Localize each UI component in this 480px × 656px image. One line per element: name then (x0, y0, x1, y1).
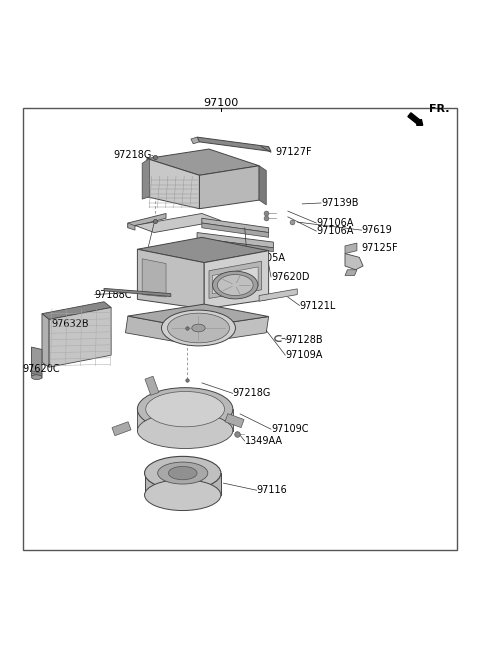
Ellipse shape (146, 392, 225, 427)
Text: 97125F: 97125F (362, 243, 398, 253)
Polygon shape (259, 166, 266, 205)
Polygon shape (42, 302, 111, 319)
Polygon shape (32, 347, 42, 378)
Text: 61B05A: 61B05A (247, 253, 285, 263)
Ellipse shape (161, 310, 236, 346)
FancyArrow shape (408, 113, 423, 125)
Text: 97109C: 97109C (271, 424, 309, 434)
Ellipse shape (137, 413, 233, 449)
Ellipse shape (144, 480, 221, 510)
Ellipse shape (137, 388, 233, 430)
Ellipse shape (168, 466, 197, 480)
Polygon shape (137, 237, 269, 262)
Polygon shape (142, 159, 149, 199)
Polygon shape (128, 213, 166, 228)
Text: 97127F: 97127F (276, 148, 312, 157)
Polygon shape (128, 223, 135, 230)
Ellipse shape (213, 271, 258, 299)
Text: 97106A: 97106A (316, 218, 354, 228)
Polygon shape (128, 304, 269, 328)
Polygon shape (147, 159, 199, 209)
Text: FR.: FR. (429, 104, 449, 114)
Polygon shape (32, 371, 42, 376)
Ellipse shape (32, 375, 42, 380)
Text: 97632B: 97632B (51, 319, 89, 329)
Polygon shape (259, 289, 297, 301)
Bar (225, 414, 244, 428)
Text: 97620C: 97620C (23, 363, 60, 373)
Text: 97105C: 97105C (144, 247, 182, 258)
Polygon shape (345, 254, 363, 270)
Text: 97121L: 97121L (300, 300, 336, 310)
Polygon shape (345, 270, 357, 276)
Polygon shape (42, 314, 49, 367)
Text: 97188C: 97188C (95, 289, 132, 300)
Ellipse shape (192, 324, 205, 332)
Text: 97620D: 97620D (271, 272, 310, 282)
Ellipse shape (157, 462, 208, 484)
Polygon shape (345, 243, 357, 254)
Polygon shape (204, 251, 269, 309)
Polygon shape (190, 317, 269, 344)
Polygon shape (104, 289, 171, 297)
Text: 97100: 97100 (204, 98, 239, 108)
Text: 1349AA: 1349AA (245, 436, 283, 446)
Polygon shape (142, 259, 166, 297)
Text: 97109A: 97109A (285, 350, 323, 360)
Text: 97116: 97116 (257, 485, 288, 495)
Polygon shape (125, 316, 192, 344)
Text: 97128B: 97128B (285, 335, 323, 345)
Bar (145, 377, 159, 396)
Polygon shape (147, 149, 259, 175)
Polygon shape (202, 223, 269, 237)
Ellipse shape (144, 457, 221, 490)
Polygon shape (209, 261, 262, 298)
Ellipse shape (168, 313, 229, 343)
Polygon shape (137, 249, 204, 309)
Polygon shape (135, 213, 221, 233)
Polygon shape (212, 267, 258, 294)
Polygon shape (197, 238, 274, 252)
Text: 97139B: 97139B (321, 198, 359, 208)
Text: 97619: 97619 (362, 225, 393, 235)
Text: 97106A: 97106A (316, 226, 354, 236)
Polygon shape (202, 218, 269, 233)
Ellipse shape (217, 275, 253, 296)
Polygon shape (191, 137, 199, 144)
Bar (112, 422, 131, 436)
Polygon shape (49, 308, 111, 367)
Polygon shape (137, 409, 233, 430)
Polygon shape (197, 233, 274, 248)
Text: 97218G: 97218G (113, 150, 152, 160)
Polygon shape (199, 166, 259, 209)
Polygon shape (144, 473, 221, 495)
Text: 97218G: 97218G (233, 388, 271, 398)
Polygon shape (197, 137, 271, 152)
